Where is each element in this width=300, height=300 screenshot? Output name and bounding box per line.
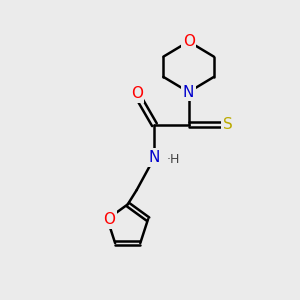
Text: N: N (183, 85, 194, 100)
Text: O: O (130, 86, 142, 101)
Text: S: S (223, 117, 233, 132)
Text: O: O (183, 34, 195, 49)
Text: N: N (149, 150, 160, 165)
Text: O: O (103, 212, 115, 227)
Text: ·H: ·H (167, 153, 180, 166)
